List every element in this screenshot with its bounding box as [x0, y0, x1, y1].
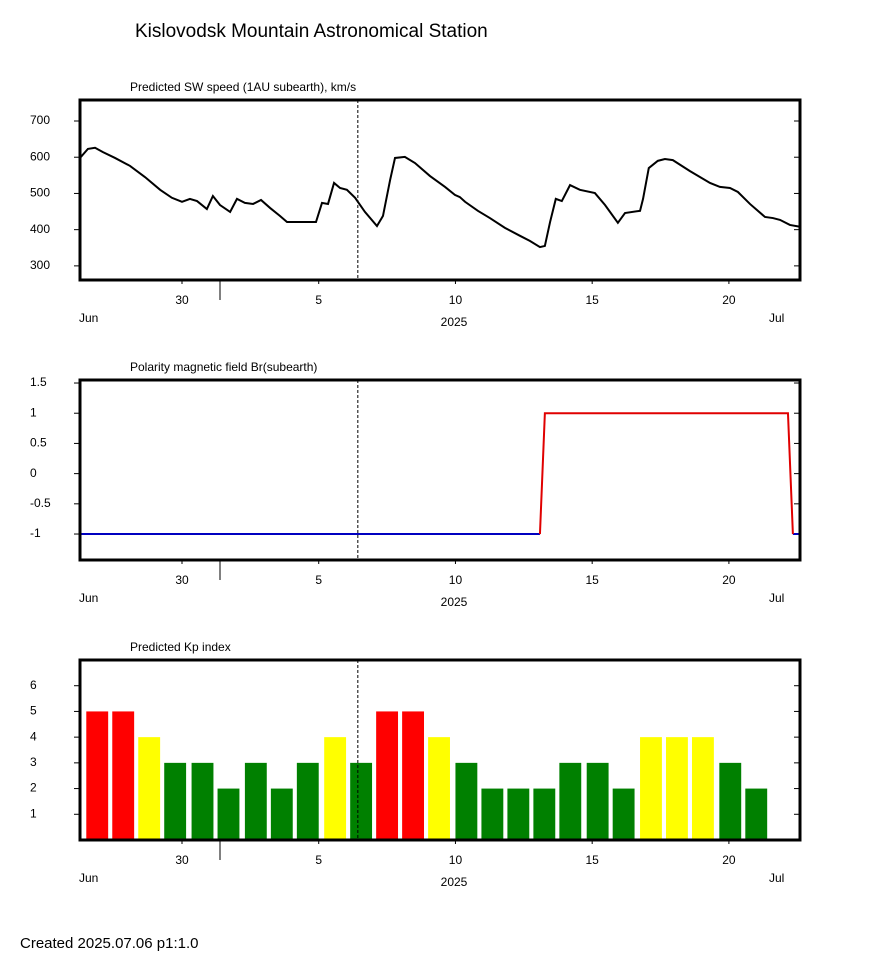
bar [138, 737, 161, 840]
x-tick-label: 10 [449, 293, 463, 307]
x-axis-label: 2025 [441, 875, 468, 889]
y-tick-label: 1 [30, 405, 37, 419]
page-title: Kislovodsk Mountain Astronomical Station [135, 21, 488, 42]
month-label: Jul [769, 311, 784, 325]
bar [640, 737, 662, 840]
x-tick-label: 30 [175, 573, 189, 587]
y-tick-label: 0.5 [30, 436, 47, 450]
month-label: Jun [79, 871, 98, 885]
month-label: Jun [79, 311, 98, 325]
panel-title: Predicted Kp index [130, 640, 231, 654]
y-tick-label: 3 [30, 755, 37, 769]
bar [350, 762, 373, 840]
plot-frame [78, 98, 802, 282]
bar [745, 788, 768, 840]
bar [533, 788, 556, 840]
bar [481, 788, 504, 840]
bar [112, 711, 135, 840]
bar [217, 788, 240, 840]
month-label: Jun [79, 591, 98, 605]
month-label: Jul [769, 591, 784, 605]
x-tick-label: 20 [722, 853, 736, 867]
y-tick-label: 6 [30, 678, 37, 692]
x-tick-label: 5 [315, 293, 322, 307]
line-series [538, 412, 794, 535]
y-tick-label: 2 [30, 781, 37, 795]
bar [507, 788, 530, 840]
x-tick-label: 20 [722, 293, 736, 307]
month-label: Jul [769, 871, 784, 885]
plot-frame [78, 658, 802, 842]
y-tick-label: -0.5 [30, 496, 51, 510]
bar [164, 762, 187, 840]
bar [191, 762, 214, 840]
y-tick-label: 500 [30, 186, 50, 200]
bar [666, 737, 688, 840]
x-tick-label: 20 [722, 573, 736, 587]
bar [612, 788, 635, 840]
plot-frame [78, 378, 802, 562]
x-axis-label: 2025 [441, 315, 468, 329]
bar [455, 762, 478, 840]
x-tick-label: 5 [315, 853, 322, 867]
bar [296, 762, 319, 840]
bar [586, 762, 609, 840]
bar [402, 711, 425, 840]
y-tick-label: 5 [30, 704, 37, 718]
y-tick-label: 1.5 [30, 375, 47, 389]
panel-title: Predicted SW speed (1AU subearth), km/s [130, 80, 356, 94]
footer: Created 2025.07.06 p1:1.0 [20, 935, 198, 952]
bar [270, 788, 293, 840]
bar [719, 762, 742, 840]
bar [428, 737, 450, 840]
x-tick-label: 30 [175, 293, 189, 307]
y-tick-label: 700 [30, 113, 50, 127]
line-series [79, 146, 801, 249]
bar [324, 737, 347, 840]
bar [376, 711, 399, 840]
bar [244, 762, 267, 840]
y-tick-label: 1 [30, 806, 37, 820]
x-axis-label: 2025 [441, 595, 468, 609]
x-tick-label: 15 [585, 853, 599, 867]
bar [559, 762, 582, 840]
y-tick-label: 400 [30, 222, 50, 236]
x-tick-label: 30 [175, 853, 189, 867]
y-tick-label: 4 [30, 729, 37, 743]
bar [86, 711, 109, 840]
panel-title: Polarity magnetic field Br(subearth) [130, 360, 317, 374]
y-tick-label: 0 [30, 466, 37, 480]
y-tick-label: 600 [30, 149, 50, 163]
y-tick-label: -1 [30, 526, 41, 540]
bar [691, 737, 714, 840]
x-tick-label: 10 [449, 573, 463, 587]
y-tick-label: 300 [30, 258, 50, 272]
x-tick-label: 5 [315, 573, 322, 587]
x-tick-label: 15 [585, 293, 599, 307]
x-tick-label: 15 [585, 573, 599, 587]
x-tick-label: 10 [449, 853, 463, 867]
